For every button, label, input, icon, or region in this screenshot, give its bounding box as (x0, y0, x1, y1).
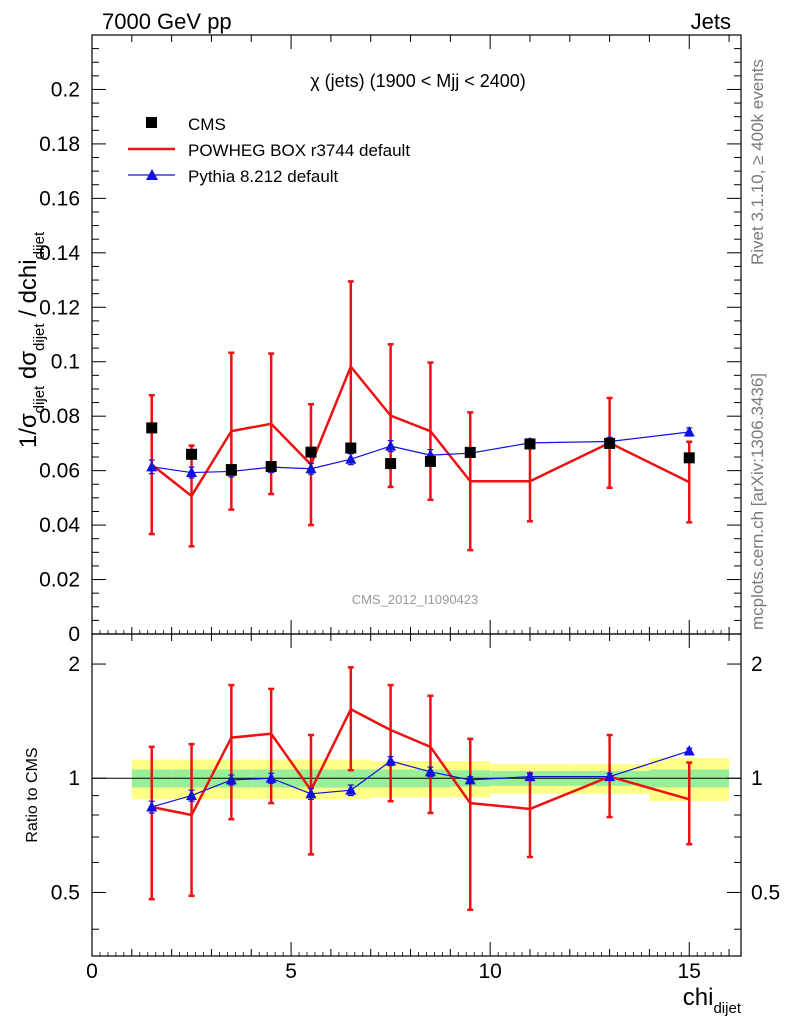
pythia-ratio-point (305, 787, 317, 799)
main-y-tick-label: 0.14 (39, 242, 80, 265)
x-tick-label: 15 (678, 960, 701, 983)
main-y-tick-label: 0.2 (51, 78, 80, 101)
pythia-point (345, 453, 357, 464)
main-y-tick-label: 0.08 (39, 405, 80, 428)
x-axis-label: chidijet (683, 984, 742, 1017)
x-tick-label: 0 (86, 960, 98, 983)
main-y-tick-label: 0 (68, 623, 80, 646)
pythia-ratio-point (186, 789, 198, 801)
pythia-ratio-point (524, 770, 536, 782)
pythia-point (146, 460, 158, 472)
legend-cms-label: CMS (188, 115, 226, 134)
cms-data-point (186, 448, 198, 460)
cms-data-point (604, 437, 616, 449)
ratio-y-tick-label-right: 0.5 (751, 881, 780, 904)
pythia-ratio-point (683, 744, 695, 756)
plot-title: χ (jets) (1900 < Mjj < 2400) (310, 71, 526, 91)
pythia-point (385, 440, 397, 451)
header-right: Jets (691, 9, 731, 34)
cms-data-point (146, 422, 158, 434)
side-rivet-label: Rivet 3.1.10, ≥ 400k events (748, 59, 767, 265)
powheg-ratio-line (151, 708, 690, 817)
pythia-ratio-point (385, 755, 397, 766)
ratio-y-axis-label: Ratio to CMS (24, 747, 41, 842)
pythia-ratio-point (345, 784, 357, 795)
ratio-y-tick-label: 2 (68, 653, 80, 676)
main-y-tick-label: 0.12 (39, 296, 80, 319)
pythia-ratio-point (265, 772, 277, 783)
legend-cms-marker (146, 117, 157, 128)
cms-data-point (464, 446, 476, 458)
main-y-tick-label: 0.02 (39, 569, 80, 592)
cms-data-point (305, 446, 317, 458)
pythia-ratio-point (146, 800, 158, 812)
pythia-ratio-point (464, 773, 476, 785)
legend: CMS POWHEG BOX r3744 default Pythia 8.21… (128, 115, 410, 186)
legend-powheg-label: POWHEG BOX r3744 default (188, 141, 410, 160)
pythia-ratio-line (151, 750, 690, 808)
ratio-y-tick-label: 0.5 (51, 881, 80, 904)
main-y-tick-label: 0.04 (39, 514, 80, 537)
pythia-ratio-point (604, 770, 616, 782)
cms-data-point (524, 438, 536, 450)
cms-data-point (385, 458, 397, 470)
main-y-tick-label: 0.1 (51, 351, 80, 374)
cms-data-point (265, 461, 277, 473)
main-y-tick-label: 0.06 (39, 460, 80, 483)
cms-data-point (345, 442, 357, 454)
ratio-y-tick-label: 1 (68, 767, 80, 790)
main-y-tick-label: 0.18 (39, 133, 80, 156)
cms-data-point (225, 464, 237, 476)
legend-pythia-marker (146, 169, 158, 180)
ratio-plot-frame (91, 633, 742, 957)
legend-pythia-label: Pythia 8.212 default (188, 167, 339, 186)
ratio-y-tick-label-right: 1 (751, 767, 763, 790)
side-mcplots-label: mcplots.cern.ch [arXiv:1306.3436] (748, 373, 767, 630)
cms-data-point (683, 452, 695, 464)
pythia-line (151, 431, 690, 474)
powheg-line (150, 365, 690, 498)
main-y-axis-label-text: 1/σdijet dσdijet / dchidijet (15, 231, 48, 448)
watermark: CMS_2012_I1090423 (352, 592, 479, 607)
main-y-axis-label: 1/σdijet dσdijet / dchidijet (15, 231, 48, 448)
main-y-tick-label: 0.16 (39, 187, 80, 210)
ratio-y-tick-label-right: 2 (751, 653, 763, 676)
pythia-ratio-point (225, 773, 237, 785)
cms-data-point (424, 455, 436, 467)
pythia-point (186, 466, 198, 478)
pythia-point (683, 425, 695, 437)
x-tick-label: 5 (285, 960, 297, 983)
pythia-point (305, 462, 317, 474)
x-tick-label: 10 (478, 960, 501, 983)
header-left: 7000 GeV pp (102, 9, 232, 34)
pythia-ratio-point (424, 765, 436, 777)
